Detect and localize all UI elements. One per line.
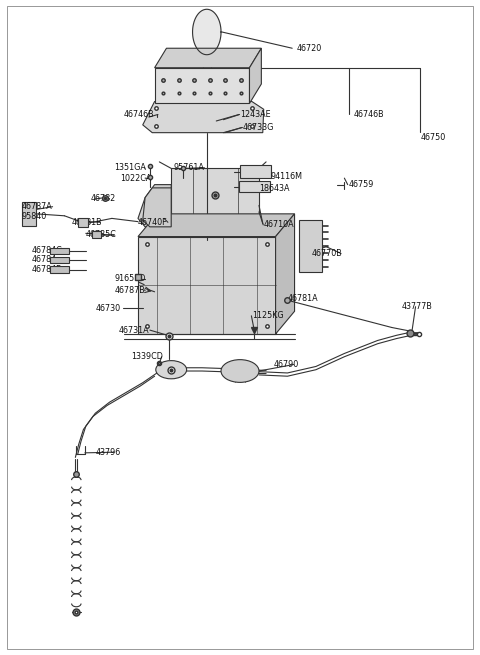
Polygon shape [250,48,261,103]
Text: 46750: 46750 [420,133,445,141]
Text: 46787A: 46787A [22,202,52,211]
Text: 46790: 46790 [273,360,299,369]
Text: 46731A: 46731A [119,326,150,335]
Ellipse shape [221,360,259,383]
Text: 46784B: 46784B [31,265,62,274]
Text: 43777B: 43777B [401,302,432,311]
Polygon shape [143,102,264,133]
FancyBboxPatch shape [300,220,322,272]
Text: 46782: 46782 [91,195,116,204]
Text: 46733G: 46733G [242,123,274,132]
Text: 18643A: 18643A [259,184,289,193]
Text: 46710A: 46710A [264,220,294,229]
FancyBboxPatch shape [239,181,270,193]
Text: 46784: 46784 [31,255,56,265]
Text: 46784C: 46784C [31,246,62,255]
FancyBboxPatch shape [50,257,69,263]
Text: 46781A: 46781A [288,295,318,303]
Polygon shape [138,214,295,236]
Text: 46787B: 46787B [114,286,145,295]
Text: 95761A: 95761A [174,163,204,172]
Text: 1243AE: 1243AE [240,110,271,119]
Text: 46730: 46730 [96,303,120,312]
FancyBboxPatch shape [78,217,88,227]
Polygon shape [143,188,171,227]
Text: 1022CA: 1022CA [120,174,151,183]
Polygon shape [22,202,36,225]
Text: 43796: 43796 [96,448,120,457]
Text: 46746B: 46746B [354,110,384,119]
Text: 94116M: 94116M [271,172,303,181]
FancyBboxPatch shape [92,231,100,238]
Text: 95840: 95840 [22,212,47,221]
Polygon shape [276,214,295,334]
Ellipse shape [156,361,187,379]
Text: 46740F: 46740F [138,218,168,227]
Text: 46746B: 46746B [124,110,155,119]
FancyBboxPatch shape [138,236,276,334]
Text: 1339CD: 1339CD [131,352,163,361]
FancyBboxPatch shape [50,267,69,273]
FancyBboxPatch shape [240,165,271,178]
Text: 1351GA: 1351GA [114,163,146,172]
FancyBboxPatch shape [50,248,69,254]
FancyBboxPatch shape [171,168,259,227]
Text: 46781B: 46781B [72,218,102,227]
FancyBboxPatch shape [155,67,250,103]
Text: 46759: 46759 [349,180,374,189]
Polygon shape [192,9,221,55]
Text: 1125KG: 1125KG [252,311,284,320]
Polygon shape [138,185,171,227]
Text: 46720: 46720 [297,44,322,53]
Text: 91651D: 91651D [114,274,145,284]
Text: 46735C: 46735C [86,230,117,239]
Text: 46770B: 46770B [311,249,342,258]
Polygon shape [155,48,261,67]
